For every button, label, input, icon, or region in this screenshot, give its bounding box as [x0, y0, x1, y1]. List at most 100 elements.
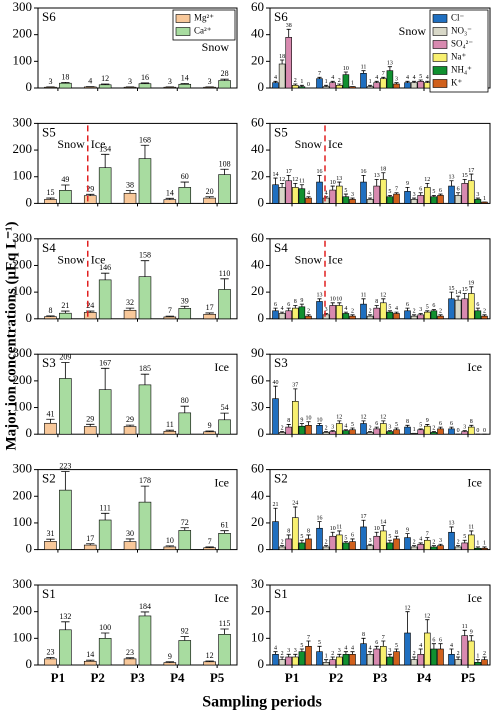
bar [298, 542, 306, 550]
bar [424, 311, 431, 320]
bar [410, 659, 418, 666]
error-bar [306, 421, 311, 426]
error-bar [330, 80, 335, 83]
bar [272, 310, 279, 320]
value-label: 11 [336, 525, 342, 531]
legend-label: SO₄²⁻ [451, 39, 473, 49]
bar [461, 431, 468, 435]
value-label: 6 [419, 187, 422, 193]
value-label: 11 [361, 293, 367, 299]
value-label: 80 [181, 396, 189, 405]
value-label: 9 [300, 417, 303, 423]
bar [278, 546, 286, 550]
bar [322, 432, 330, 435]
error-bar [381, 172, 386, 180]
y-tick-label: 60 [251, 372, 264, 387]
value-label: 14 [181, 73, 189, 82]
value-label: 10 [374, 526, 380, 532]
value-label: 15 [462, 173, 468, 179]
bar [44, 658, 57, 666]
y-tick-label: 200 [13, 141, 33, 156]
value-label: 13 [387, 60, 393, 66]
y-tick-label: 200 [13, 487, 33, 502]
value-label: 38 [286, 23, 292, 29]
value-label: 2 [439, 309, 442, 315]
error-bar [125, 538, 135, 542]
bar [178, 412, 192, 435]
error-bar [438, 193, 443, 196]
value-label: 37 [292, 383, 298, 389]
bar [203, 313, 216, 320]
y-tick-label: 20 [251, 168, 264, 183]
bar [123, 658, 137, 666]
value-label: 17 [468, 168, 474, 174]
legend-swatch [432, 66, 448, 75]
value-label: 12 [279, 177, 285, 183]
annotation: Ice [467, 591, 482, 605]
value-label: 1 [369, 79, 372, 85]
value-label: 4 [88, 77, 92, 86]
value-label: 72 [181, 518, 189, 527]
value-label: 7 [318, 71, 321, 77]
error-bar [343, 429, 348, 431]
error-bar [456, 192, 461, 196]
bar [138, 158, 152, 204]
value-label: 3 [369, 192, 372, 198]
bar [417, 654, 424, 666]
x-tick-label: P3 [130, 670, 145, 685]
bar [178, 640, 192, 666]
bar [298, 86, 306, 89]
bar [393, 651, 400, 666]
error-bar [46, 197, 55, 200]
bar [342, 430, 350, 435]
y-tick-label: 20 [251, 283, 264, 298]
value-label: 6 [274, 302, 277, 308]
y-tick-label: 30 [251, 576, 264, 591]
error-bar [387, 430, 392, 432]
value-label: 2 [338, 78, 341, 84]
value-label: 10 [306, 416, 312, 422]
y-tick-label: 300 [13, 461, 33, 476]
error-bar [220, 530, 229, 534]
value-label: 4 [395, 306, 398, 312]
x-tick-label: P3 [373, 670, 388, 685]
error-bar [100, 272, 110, 280]
bar [437, 195, 444, 204]
bar [329, 189, 336, 204]
y-tick-label: 100 [13, 629, 33, 644]
bar [285, 310, 292, 320]
error-bar [374, 531, 379, 537]
bar [349, 654, 356, 666]
bar [292, 85, 299, 89]
bar [203, 661, 216, 666]
value-label: 92 [181, 626, 189, 635]
value-label: 3 [369, 538, 372, 544]
bar [386, 431, 394, 435]
bar [272, 82, 279, 89]
annotation: Ice [214, 360, 229, 374]
bar [342, 74, 350, 89]
bar [380, 78, 387, 89]
y-tick-label: 100 [13, 52, 33, 67]
value-label: 4 [375, 75, 378, 81]
value-label: 6 [375, 421, 378, 427]
value-label: 5 [351, 422, 354, 428]
bar [349, 541, 356, 550]
bar [98, 519, 112, 550]
value-label: 17 [206, 303, 214, 312]
bar [349, 199, 356, 204]
bar [322, 662, 330, 666]
error-bar [381, 298, 386, 303]
value-label: 184 [139, 602, 151, 611]
value-label: 1 [351, 80, 354, 86]
bar [454, 299, 462, 320]
y-tick-label: 30 [251, 399, 264, 414]
annotation: Ice [328, 137, 343, 151]
error-bar [368, 314, 373, 317]
annotation: Ice [467, 360, 482, 374]
error-bar [425, 424, 430, 427]
error-bar [405, 307, 410, 311]
error-bar [412, 545, 417, 547]
value-label: 24 [86, 301, 94, 310]
error-bar [343, 541, 348, 543]
